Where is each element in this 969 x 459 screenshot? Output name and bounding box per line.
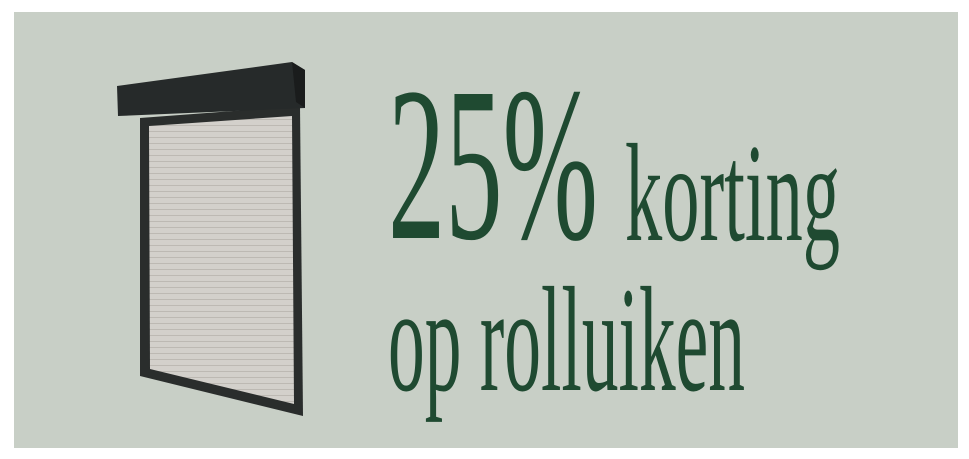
shutter-box	[117, 62, 305, 116]
roller-shutter-illustration	[117, 62, 305, 416]
discount: 25%	[388, 42, 598, 286]
subline: op rolluiken	[388, 257, 745, 423]
shutter-curtain	[149, 116, 294, 404]
shutter-box-side	[292, 62, 305, 108]
discount-word: korting	[625, 116, 840, 271]
